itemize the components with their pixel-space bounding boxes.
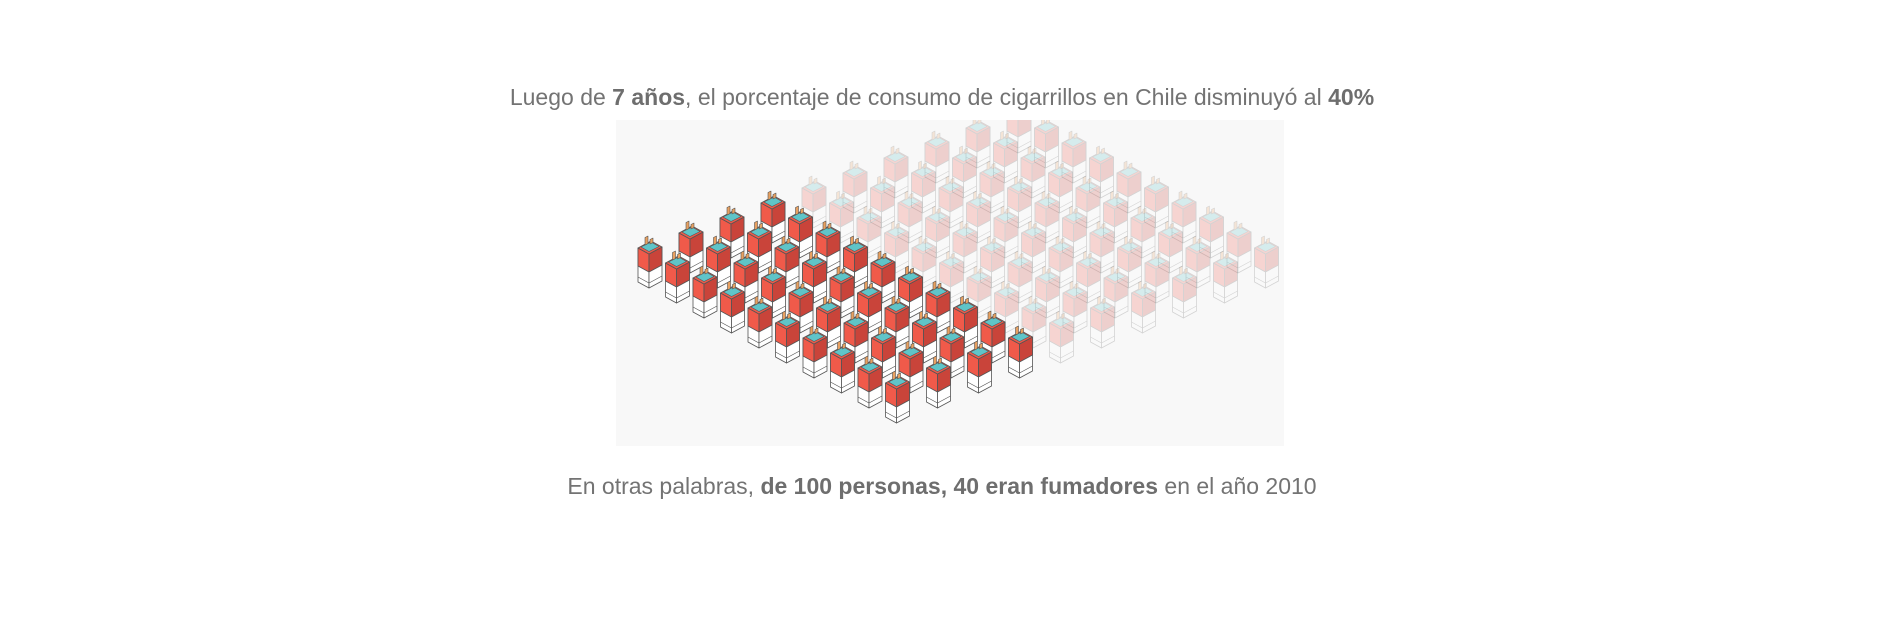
cigarette-pack-icon <box>747 295 773 349</box>
cigarette-pack-icon <box>801 175 827 229</box>
cigarette-pack-icon <box>967 340 992 394</box>
cigarette-pack-icon <box>1034 120 1059 169</box>
cigarette-pack-icon <box>1158 220 1183 274</box>
cigarette-pack-icon <box>829 265 855 319</box>
cigarette-pack-icon <box>720 280 745 334</box>
cigarette-pack-icon <box>1020 145 1046 199</box>
cigarette-pack-icon <box>1061 130 1087 184</box>
summary-text: En otras palabras, de 100 personas, 40 e… <box>567 473 1317 499</box>
cigarette-pack-icon <box>911 235 937 289</box>
cigarette-pack-icon <box>1144 250 1170 304</box>
cigarette-pack-icon <box>966 190 991 244</box>
cigarette-pack-icon <box>1048 160 1073 214</box>
cigarette-pack-icon <box>843 235 868 289</box>
cigarette-pack-icon <box>761 265 786 319</box>
cigarette-pack-icon <box>965 120 991 169</box>
cigarette-pack-icon <box>1021 295 1047 349</box>
cigarette-pack-icon <box>1185 235 1211 289</box>
cigarette-pack-icon <box>1089 145 1114 199</box>
cigarette-pack-icon <box>788 280 814 334</box>
cigarette-pack-icon <box>1131 280 1156 334</box>
cigarette-pack-icon <box>925 205 950 259</box>
cigarette-pack-icon <box>637 235 663 289</box>
cigarette-pack-icon <box>1049 310 1074 364</box>
cigarette-pack-icon <box>1171 190 1197 244</box>
cigarette-pack-icon <box>1034 190 1060 244</box>
cigarette-pack-icon <box>924 130 950 184</box>
headline-percentage: 40% <box>1328 84 1375 110</box>
cigarette-pack-icon <box>1116 160 1142 214</box>
cigarette-pack-icon <box>953 295 978 349</box>
cigarette-pack-icon <box>1007 175 1032 229</box>
cigarette-pack-icon <box>871 325 896 379</box>
headline: Luego de 7 años, el porcentaje de consum… <box>509 84 1375 110</box>
cigarette-pack-icon <box>1089 220 1115 274</box>
cigarette-pack-icon <box>830 340 855 394</box>
cigarette-pack-icon <box>692 265 718 319</box>
cigarette-pack-icon <box>926 355 951 409</box>
cigarette-pack-icon <box>857 280 882 334</box>
cigarette-pack-icon <box>678 220 704 274</box>
cigarette-pack-icon <box>1213 250 1238 304</box>
cigarette-pack-icon <box>665 250 690 304</box>
cigarette-pack-icon <box>1076 250 1101 304</box>
cigarette-pack-icon <box>857 355 883 409</box>
cigarette-pack-grid <box>616 120 1284 446</box>
cigarette-pack-icon <box>898 340 924 394</box>
cigarette-pack-icon <box>1172 265 1197 319</box>
pack-grid-svg <box>637 120 1279 424</box>
cigarette-pack-icon <box>993 205 1019 259</box>
cigarette-pack-icon <box>1007 250 1033 304</box>
cigarette-pack-icon <box>980 235 1005 289</box>
cigarette-pack-icon <box>1117 235 1142 289</box>
cigarette-pack-icon <box>802 325 828 379</box>
cigarette-pack-icon <box>952 220 978 274</box>
cigarette-pack-icon <box>829 190 854 244</box>
cigarette-pack-icon <box>706 235 731 289</box>
cigarette-pack-icon <box>1062 280 1088 334</box>
cigarette-pack-icon <box>952 145 977 199</box>
cigarette-pack-icon <box>1103 190 1128 244</box>
cigarette-pack-icon <box>1254 235 1279 289</box>
cigarette-pack-icon <box>938 175 964 229</box>
cigarette-pack-icon <box>1006 120 1032 154</box>
cigarette-pack-icon <box>1075 175 1101 229</box>
cigarette-pack-icon <box>885 370 910 424</box>
cigarette-pack-icon <box>1021 220 1046 274</box>
cigarette-pack-icon <box>1035 265 1060 319</box>
summary-highlight: de 100 personas, 40 eran fumadores <box>760 473 1159 499</box>
cigarette-pack-icon <box>1226 220 1252 274</box>
cigarette-pack-icon <box>775 310 800 364</box>
cigarette-pack-icon <box>1199 205 1224 259</box>
cigarette-pack-icon <box>870 175 895 229</box>
cigarette-pack-icon <box>897 190 923 244</box>
cigarette-pack-icon <box>911 160 936 214</box>
cigarette-pack-icon <box>802 250 827 304</box>
cigarette-pack-icon <box>1130 205 1156 259</box>
cigarette-pack-icon <box>979 160 1005 214</box>
cigarette-pack-icon <box>816 295 841 349</box>
cigarette-pack-icon <box>788 205 813 259</box>
cigarette-pack-icon <box>843 310 869 364</box>
cigarette-pack-icon <box>1090 295 1115 349</box>
headline-years: 7 años <box>612 84 686 110</box>
cigarette-pack-icon <box>993 130 1018 184</box>
cigarette-pack-icon <box>1144 175 1169 229</box>
cigarette-pack-icon <box>1008 325 1033 379</box>
cigarette-pack-icon <box>1062 205 1087 259</box>
cigarette-pack-icon <box>842 160 868 214</box>
cigarette-pack-icon <box>1103 265 1129 319</box>
cigarette-pack-icon <box>883 145 909 199</box>
cigarette-pack-icon <box>1048 235 1074 289</box>
